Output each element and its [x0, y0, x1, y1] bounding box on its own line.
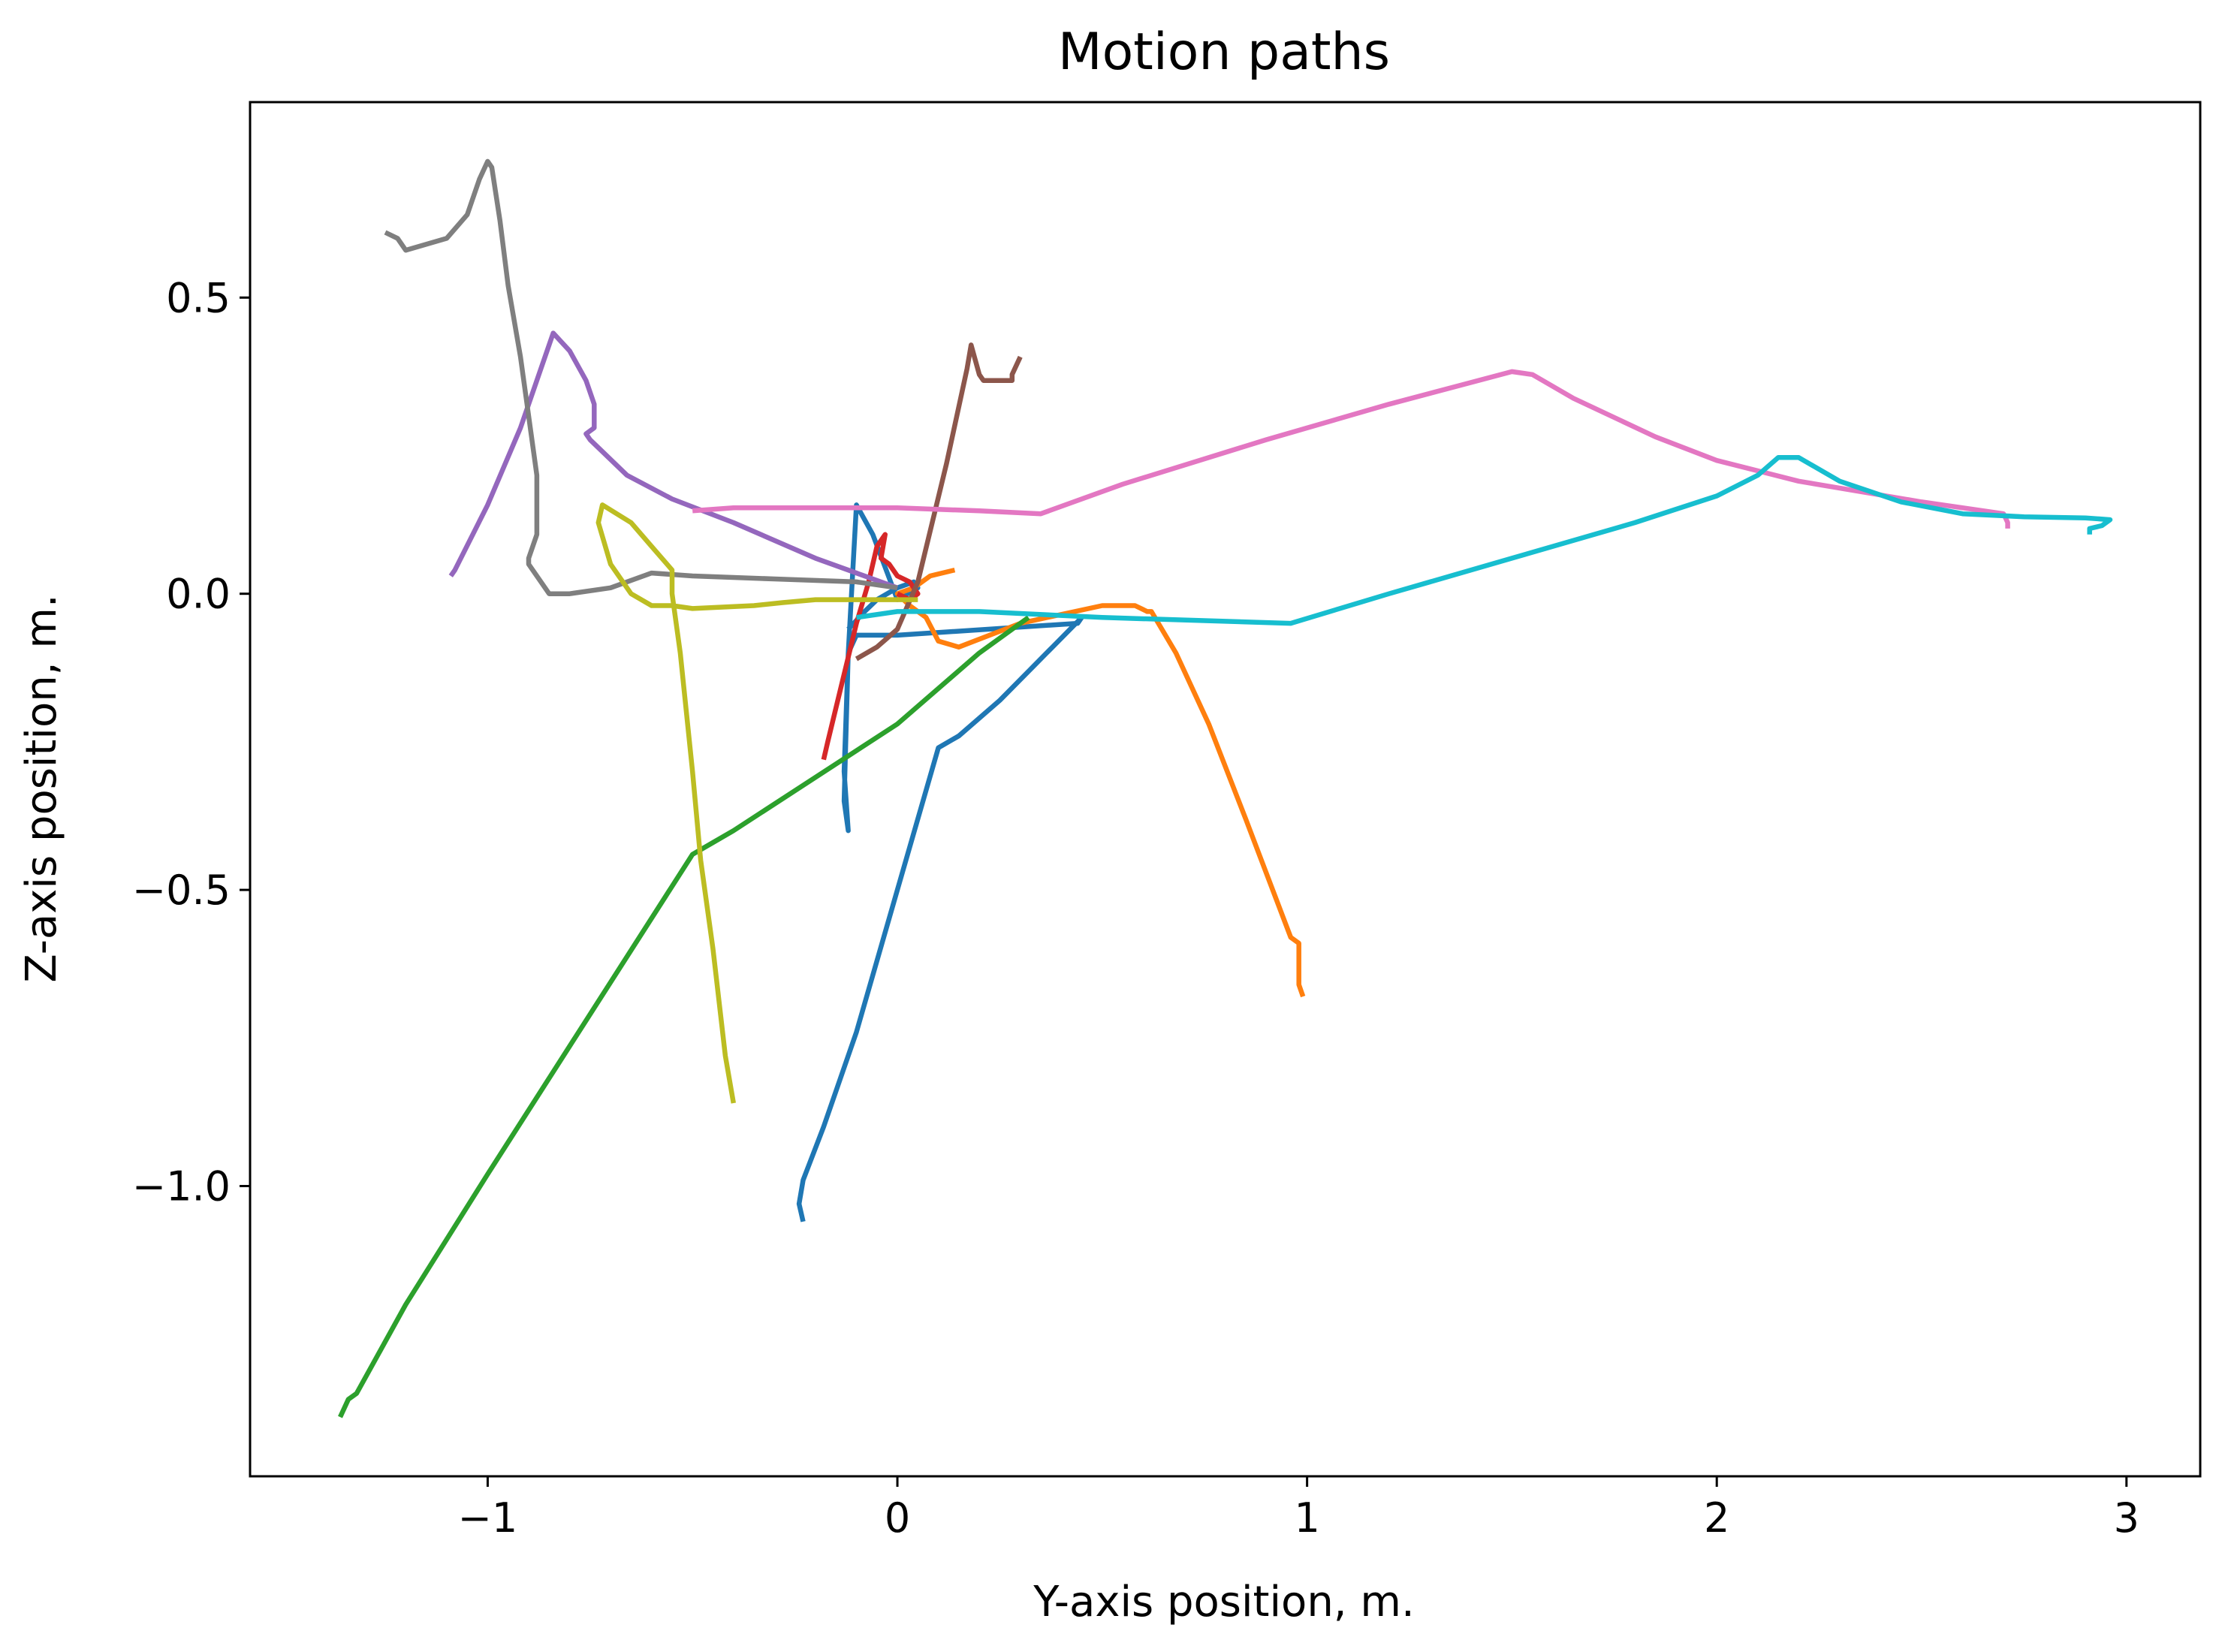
- plot-frame: [249, 101, 2202, 1478]
- x-tick-label: 1: [1294, 1494, 1319, 1542]
- x-tick-label: 0: [885, 1494, 910, 1542]
- series-line-6: [855, 342, 1023, 662]
- series-line-3: [338, 615, 1030, 1418]
- x-tick-label: 2: [1704, 1494, 1729, 1542]
- x-ticks: −1 0 1 2 3: [458, 1476, 2139, 1542]
- y-ticks: −1.0 −0.5 0.0 0.5: [132, 274, 250, 1210]
- y-tick-label: 0.0: [166, 571, 231, 618]
- series-line-5: [448, 330, 899, 590]
- y-tick-label: −0.5: [132, 867, 231, 914]
- series-line-9: [595, 502, 918, 1104]
- series-line-8: [384, 158, 898, 596]
- series-line-7: [692, 369, 2010, 529]
- series-line-4: [821, 532, 921, 761]
- series-line-10: [856, 455, 2113, 626]
- y-tick-label: −1.0: [132, 1162, 231, 1210]
- series-layer: [338, 158, 2113, 1418]
- x-axis-label: Y-axis position, m.: [1033, 1578, 1415, 1626]
- y-tick-label: 0.5: [166, 274, 231, 321]
- y-axis-label: Z-axis position, m.: [17, 594, 66, 982]
- x-tick-label: −1: [458, 1494, 518, 1542]
- x-tick-label: 3: [2114, 1494, 2139, 1542]
- chart-title: Motion paths: [1058, 23, 1390, 82]
- series-line-2: [894, 567, 1306, 998]
